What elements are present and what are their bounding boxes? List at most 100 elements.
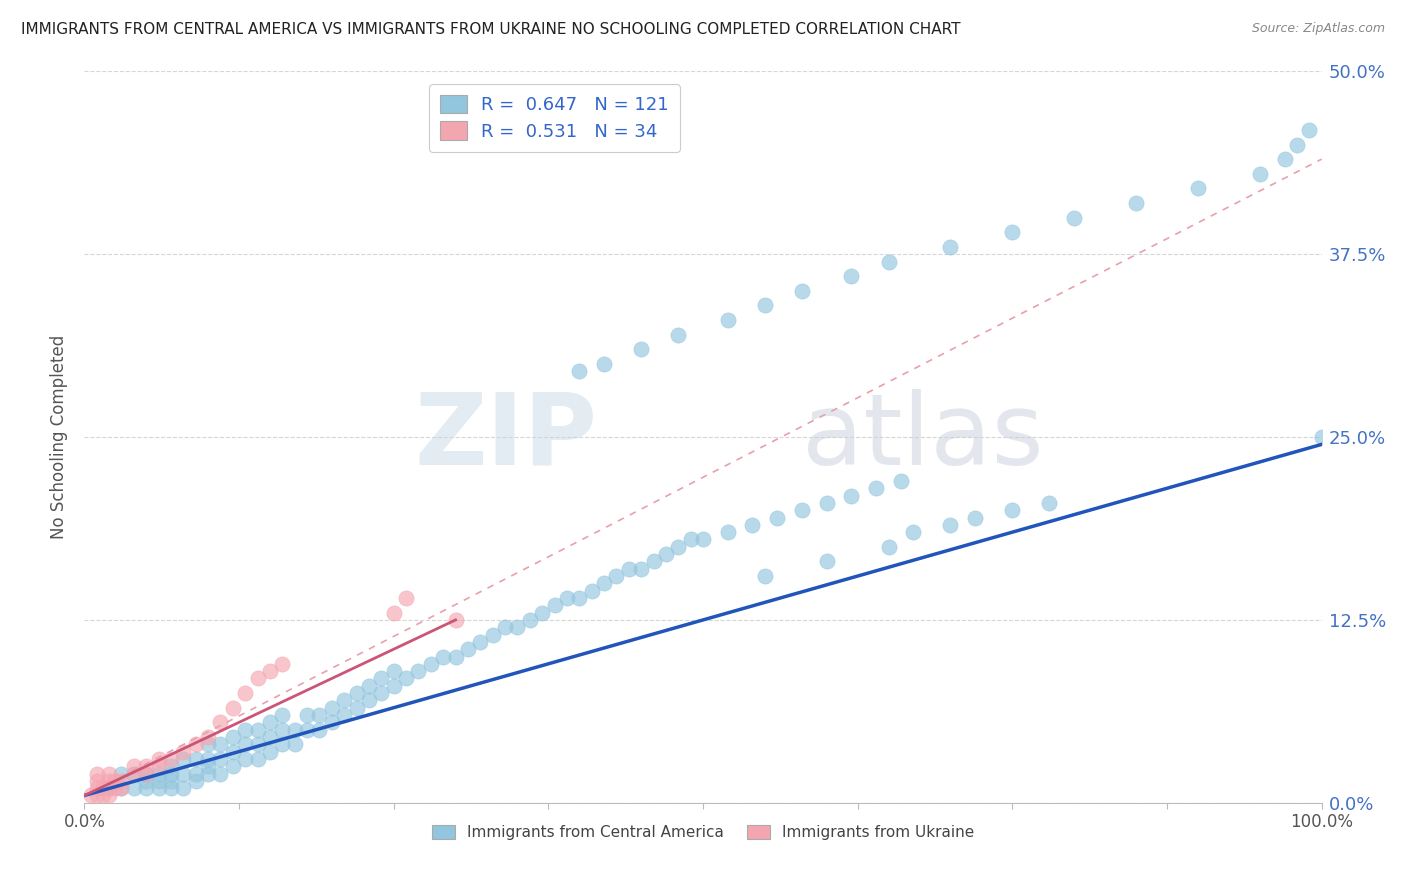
Point [148,752,170,766]
Legend: Immigrants from Central America, Immigrants from Ukraine: Immigrants from Central America, Immigra… [426,819,980,847]
Point [333,693,356,707]
Point [160,752,183,766]
Point [543,599,565,613]
Point [110,781,132,796]
Point [209,737,232,751]
Point [246,672,269,686]
Point [679,533,702,547]
Point [259,730,281,744]
Point [98,789,121,803]
Point [233,686,256,700]
Point [308,708,330,723]
Point [370,686,392,700]
Point [160,773,183,788]
Point [605,569,627,583]
Point [655,547,678,561]
Point [233,723,256,737]
Point [754,569,776,583]
Point [104,773,127,788]
Point [754,298,776,312]
Point [233,752,256,766]
Point [630,562,652,576]
Point [382,606,405,620]
Point [1187,181,1209,195]
Point [581,583,603,598]
Point [233,737,256,751]
Point [308,723,330,737]
Point [1310,430,1333,444]
Y-axis label: No Schooling Completed: No Schooling Completed [51,335,69,539]
Point [841,489,863,503]
Point [1063,211,1085,225]
Point [903,525,925,540]
Point [98,781,121,796]
Point [939,240,962,254]
Point [86,773,108,788]
Point [122,766,145,780]
Point [432,649,454,664]
Point [1249,167,1271,181]
Point [1001,503,1024,517]
Point [135,759,157,773]
Point [1125,196,1147,211]
Point [357,693,380,707]
Point [790,284,813,298]
Point [346,686,368,700]
Point [382,664,405,678]
Point [110,766,132,780]
Point [321,715,343,730]
Point [259,715,281,730]
Point [519,613,541,627]
Point [815,554,838,568]
Point [295,723,318,737]
Point [135,773,157,788]
Point [630,343,652,357]
Point [1038,496,1060,510]
Point [568,364,591,378]
Point [172,745,194,759]
Point [741,517,763,532]
Point [555,591,578,605]
Point [122,759,145,773]
Point [160,766,183,780]
Point [246,752,269,766]
Point [965,510,987,524]
Point [790,503,813,517]
Point [877,540,900,554]
Point [717,313,740,327]
Point [197,737,219,751]
Point [222,745,245,759]
Point [419,657,441,671]
Point [172,781,194,796]
Point [593,576,616,591]
Point [135,766,157,780]
Point [643,554,665,568]
Point [184,737,207,751]
Point [295,708,318,723]
Point [197,752,219,766]
Point [98,766,121,780]
Point [457,642,479,657]
Point [79,789,101,803]
Point [98,773,121,788]
Point [160,781,183,796]
Point [617,562,640,576]
Point [259,664,281,678]
Point [197,759,219,773]
Point [271,708,294,723]
Point [506,620,529,634]
Point [122,781,145,796]
Point [246,723,269,737]
Point [184,766,207,780]
Point [184,773,207,788]
Point [209,715,232,730]
Point [135,781,157,796]
Point [766,510,789,524]
Point [271,737,294,751]
Point [148,759,170,773]
Point [568,591,591,605]
Point [357,679,380,693]
Point [494,620,516,634]
Point [593,357,616,371]
Point [160,759,183,773]
